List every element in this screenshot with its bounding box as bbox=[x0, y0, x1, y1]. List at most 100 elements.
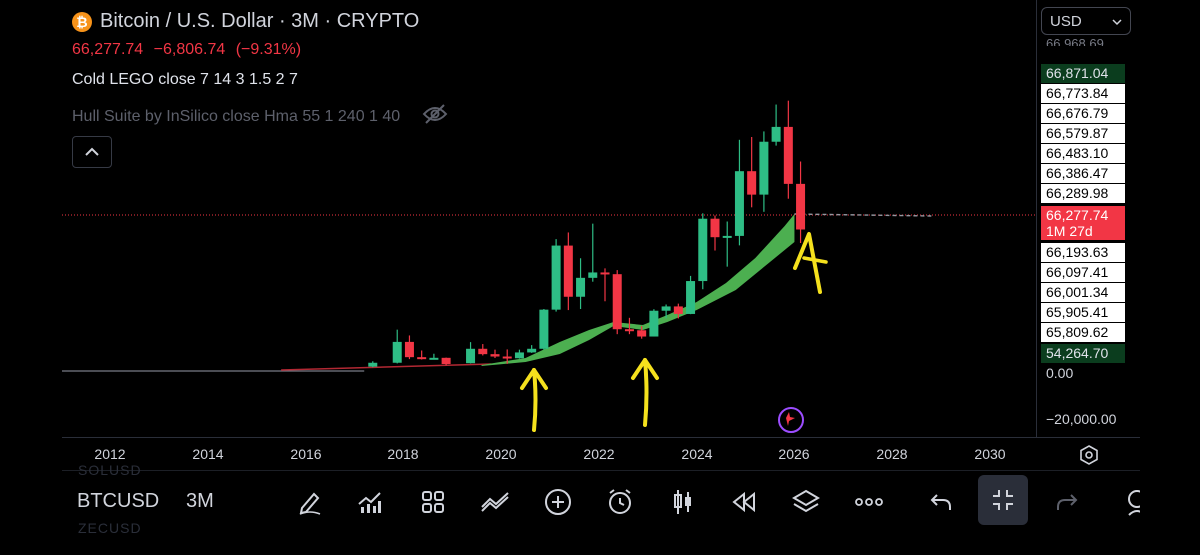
redo-icon[interactable] bbox=[1051, 486, 1083, 518]
candle-body bbox=[490, 354, 500, 357]
undo-icon[interactable] bbox=[925, 486, 957, 518]
time-axis-label: 2016 bbox=[290, 446, 322, 462]
time-axis-label: 2024 bbox=[681, 446, 713, 462]
chevron-down-icon bbox=[1112, 13, 1122, 30]
chevron-up-icon bbox=[85, 147, 99, 156]
candle-body bbox=[392, 341, 402, 363]
time-axis-label: 2022 bbox=[583, 446, 615, 462]
price-chart[interactable] bbox=[62, 0, 1036, 437]
candle-body bbox=[698, 218, 708, 282]
candle-body bbox=[588, 272, 598, 278]
candle-body bbox=[710, 218, 720, 238]
right-frame bbox=[1140, 0, 1200, 555]
candle-body bbox=[796, 183, 806, 230]
candle-body bbox=[734, 171, 744, 236]
price-scale-label: 66,386.47 bbox=[1041, 164, 1125, 183]
candle-body bbox=[404, 341, 414, 358]
price-scale-label: 66,773.84 bbox=[1041, 84, 1125, 103]
time-axis-label: 2018 bbox=[387, 446, 419, 462]
symbol-button[interactable]: BTCUSD bbox=[77, 490, 160, 512]
candle-body bbox=[686, 281, 696, 314]
clipped-price-label: 66,968.69 bbox=[1046, 36, 1104, 46]
time-scale-divider bbox=[62, 437, 1140, 438]
price-scale-label: 0.00 bbox=[1046, 365, 1074, 381]
candle-body bbox=[429, 357, 439, 360]
candle-body bbox=[759, 141, 769, 195]
candle-body bbox=[478, 348, 488, 355]
candles-icon[interactable] bbox=[667, 486, 699, 518]
ghost-symbol-below: ZECUSD bbox=[78, 520, 142, 536]
layers-icon[interactable] bbox=[790, 486, 822, 518]
current-price-label: 66,277.74 1M 27d bbox=[1041, 206, 1125, 240]
candle-body bbox=[624, 329, 634, 332]
projection-line bbox=[794, 213, 932, 217]
interval-button[interactable]: 3M bbox=[186, 490, 214, 512]
chart-canvas[interactable] bbox=[62, 0, 1036, 437]
draw-icon[interactable] bbox=[294, 486, 326, 518]
candle-body bbox=[527, 348, 537, 353]
candle-body bbox=[637, 330, 647, 337]
assistant-icon[interactable] bbox=[778, 407, 804, 433]
candle-body bbox=[417, 357, 427, 360]
ma-band bbox=[481, 214, 795, 366]
price-scale-label: 66,193.63 bbox=[1041, 243, 1125, 262]
price-scale-label: 66,676.79 bbox=[1041, 104, 1125, 123]
price-scale-label: 66,871.04 bbox=[1041, 64, 1125, 83]
price-scale-label: 66,289.98 bbox=[1041, 184, 1125, 203]
candle-body bbox=[466, 348, 476, 364]
price-scale-label: 65,809.62 bbox=[1041, 323, 1125, 342]
price-scale-label: 66,579.87 bbox=[1041, 124, 1125, 143]
currency-value: USD bbox=[1050, 12, 1082, 30]
price-scale-label: 54,264.70 bbox=[1041, 344, 1125, 363]
price-scale-label: 65,905.41 bbox=[1041, 303, 1125, 322]
time-axis-label: 2030 bbox=[974, 446, 1006, 462]
price-change: −6,806.74 bbox=[153, 41, 226, 58]
toolbar-divider bbox=[62, 470, 1140, 471]
price-scale-label: −20,000.00 bbox=[1046, 411, 1117, 427]
candle-body bbox=[612, 274, 622, 330]
layout-grid-icon[interactable] bbox=[417, 486, 449, 518]
time-axis-label: 2028 bbox=[876, 446, 908, 462]
candle-body bbox=[600, 272, 610, 275]
candle-body bbox=[722, 235, 732, 238]
time-axis-label: 2014 bbox=[192, 446, 224, 462]
indicator-hull-suite[interactable]: Hull Suite by InSilico close Hma 55 1 24… bbox=[72, 107, 401, 125]
candle-body bbox=[441, 357, 451, 365]
annotation-arrow-1 bbox=[532, 368, 538, 432]
last-price: 66,277.74 bbox=[72, 41, 144, 58]
candle-body bbox=[783, 126, 793, 184]
symbol-title[interactable]: Bitcoin / U.S. Dollar · 3M · CRYPTO bbox=[100, 10, 420, 32]
time-axis-label: 2026 bbox=[778, 446, 810, 462]
candle-body bbox=[576, 277, 586, 297]
replay-icon[interactable] bbox=[728, 486, 760, 518]
price-change-pct: (−9.31%) bbox=[235, 41, 302, 58]
add-icon[interactable] bbox=[542, 486, 574, 518]
candle-body bbox=[563, 245, 573, 297]
candle-body bbox=[502, 356, 512, 359]
settings-icon[interactable] bbox=[1079, 445, 1099, 470]
indicator-cold-lego[interactable]: Cold LEGO close 7 14 3 1.5 2 7 bbox=[72, 71, 298, 88]
price-scale-label: 66,483.10 bbox=[1041, 144, 1125, 163]
alert-icon[interactable] bbox=[604, 486, 636, 518]
price-scale-divider bbox=[1036, 0, 1037, 437]
candle-body bbox=[539, 309, 549, 349]
candle-body bbox=[514, 352, 524, 359]
annotation-arrow-3 bbox=[793, 232, 822, 294]
price-scale-label: 66,001.34 bbox=[1041, 283, 1125, 302]
annotation-arrow-2-head bbox=[631, 358, 659, 380]
candle-body bbox=[649, 310, 659, 337]
more-icon[interactable] bbox=[853, 486, 885, 518]
hull-line bbox=[281, 363, 492, 371]
bitcoin-icon: ₿ bbox=[72, 11, 92, 32]
compare-icon[interactable] bbox=[479, 486, 511, 518]
currency-select[interactable]: USD bbox=[1041, 7, 1131, 35]
collapse-icon[interactable] bbox=[978, 475, 1028, 525]
collapse-legend-button[interactable] bbox=[72, 136, 112, 168]
left-frame bbox=[0, 0, 62, 555]
price-scale-label: 66,097.41 bbox=[1041, 263, 1125, 282]
time-axis-label: 2012 bbox=[94, 446, 126, 462]
candle-body bbox=[747, 171, 757, 195]
indicators-icon[interactable] bbox=[354, 486, 386, 518]
candle-body bbox=[673, 306, 683, 314]
eye-off-icon[interactable] bbox=[422, 104, 448, 129]
